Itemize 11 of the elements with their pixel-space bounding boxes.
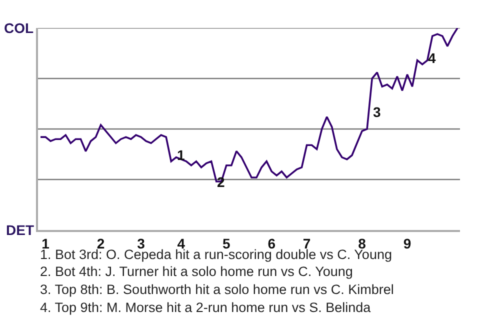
text: 3. Top 8th: B. Southworth hit a solo home run vs C. Kimbrel: [40, 282, 394, 297]
x-tick-label: 3: [137, 236, 146, 252]
text: COL: [4, 20, 34, 36]
text: 2. Bot 4th: J. Turner hit a solo home run vs C. Young: [40, 264, 353, 279]
annotation: 3: [373, 104, 381, 120]
annotation: 4: [428, 50, 436, 66]
x-tick-label: 5: [222, 236, 230, 252]
text: 4. Top 9th: M. Morse hit a 2-run home run vs S. Belinda: [40, 300, 372, 315]
x-tick-label: 9: [403, 236, 412, 252]
text: DET: [6, 222, 34, 238]
x-tick-label: 6: [268, 236, 276, 252]
